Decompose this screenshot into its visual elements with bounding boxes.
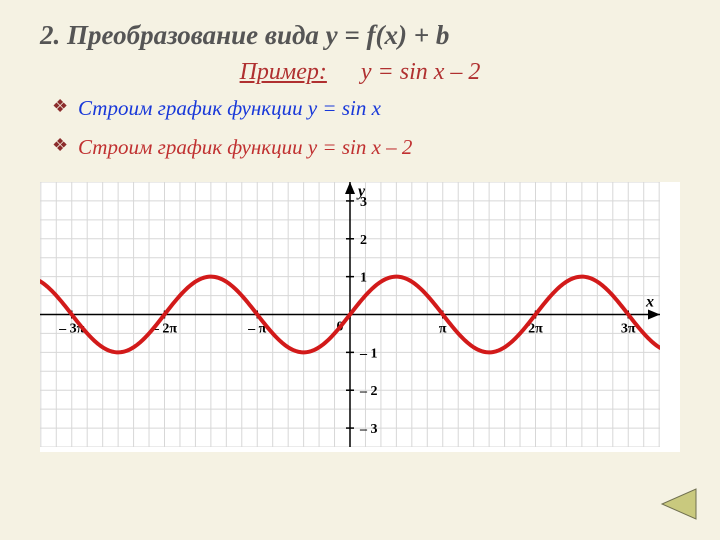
svg-text:2: 2 bbox=[360, 233, 367, 248]
example-line: Пример: y = sin x – 2 bbox=[40, 59, 680, 86]
svg-text:– 1: – 1 bbox=[359, 346, 378, 361]
svg-text:1: 1 bbox=[360, 271, 367, 286]
page-title: 2. Преобразование вида y = f(x) + b bbox=[40, 20, 680, 51]
bullet-1: Строим график функции y = sin x bbox=[40, 96, 680, 121]
example-formula: y = sin x – 2 bbox=[361, 59, 481, 85]
sine-chart: xy– 3π– 2π– π0π2π3π321– 1– 2– 3 bbox=[40, 182, 680, 452]
nav-prev-button[interactable] bbox=[658, 487, 698, 526]
triangle-left-icon bbox=[658, 487, 698, 521]
chart-svg: xy– 3π– 2π– π0π2π3π321– 1– 2– 3 bbox=[40, 182, 660, 447]
svg-text:x: x bbox=[645, 294, 654, 311]
example-label: Пример: bbox=[240, 59, 327, 85]
bullet-list: Строим график функции y = sin x Строим г… bbox=[40, 96, 680, 160]
svg-text:π: π bbox=[439, 322, 447, 337]
svg-text:– 3: – 3 bbox=[359, 422, 378, 437]
bullet-2: Строим график функции y = sin x – 2 bbox=[40, 135, 680, 160]
svg-text:3: 3 bbox=[360, 195, 367, 210]
svg-text:– 2: – 2 bbox=[359, 384, 378, 399]
